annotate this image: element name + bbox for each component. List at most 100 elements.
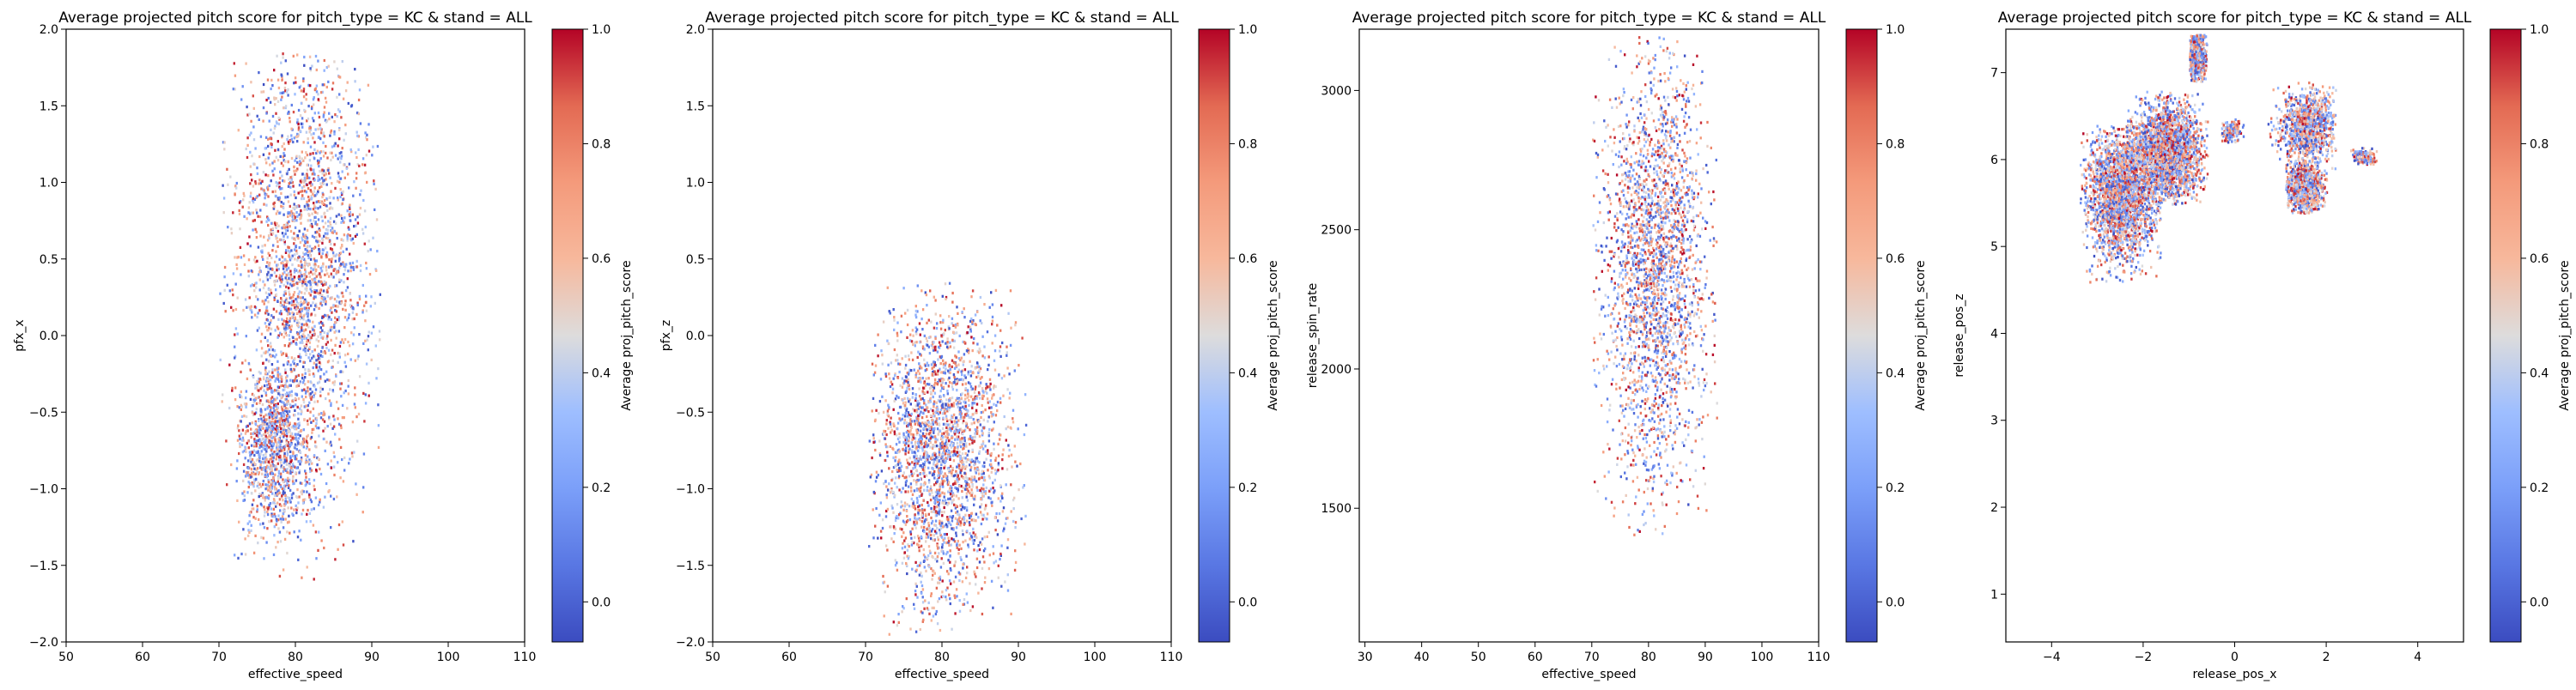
heatmap-cell bbox=[305, 476, 307, 479]
heatmap-cell bbox=[373, 183, 374, 185]
heatmap-cell bbox=[998, 577, 999, 579]
heatmap-cell bbox=[918, 387, 920, 390]
heatmap-cell bbox=[294, 173, 295, 176]
heatmap-cell bbox=[277, 230, 279, 233]
heatmap-cell bbox=[251, 436, 252, 439]
heatmap-cell bbox=[355, 187, 356, 190]
heatmap-cell bbox=[372, 146, 374, 148]
heatmap-cell bbox=[283, 142, 285, 145]
heatmap-cell bbox=[335, 375, 337, 378]
heatmap-cell bbox=[908, 354, 909, 357]
heatmap-cell bbox=[323, 438, 325, 440]
heatmap-cell bbox=[334, 433, 336, 435]
heatmap-cell bbox=[315, 236, 317, 239]
heatmap-cell bbox=[273, 534, 275, 536]
heatmap-cell bbox=[996, 324, 998, 326]
heatmap-cell bbox=[299, 463, 301, 465]
heatmap-cell bbox=[313, 366, 314, 369]
heatmap-cell bbox=[336, 337, 337, 340]
heatmap-cell bbox=[344, 303, 346, 306]
heatmap-cell bbox=[248, 275, 250, 277]
heatmap-cell bbox=[303, 245, 305, 247]
heatmap-cell bbox=[324, 496, 325, 499]
heatmap-cell bbox=[302, 333, 304, 336]
heatmap-cell bbox=[305, 472, 307, 475]
heatmap-cell bbox=[929, 446, 931, 449]
heatmap-cell bbox=[969, 469, 971, 471]
heatmap-cell bbox=[291, 390, 293, 393]
heatmap-cell bbox=[294, 446, 295, 449]
heatmap-cell bbox=[312, 321, 313, 324]
heatmap-cell bbox=[945, 367, 946, 370]
heatmap-cell bbox=[357, 304, 359, 306]
heatmap-cell bbox=[320, 91, 322, 94]
heatmap-cell bbox=[285, 376, 287, 378]
heatmap-cell bbox=[307, 356, 309, 359]
heatmap-cell bbox=[315, 364, 317, 366]
heatmap-cell bbox=[335, 260, 337, 263]
heatmap-cell bbox=[251, 445, 252, 447]
heatmap-cell bbox=[280, 62, 282, 64]
heatmap-cell bbox=[324, 331, 325, 334]
heatmap-cell bbox=[247, 467, 249, 469]
heatmap-cell bbox=[268, 348, 270, 351]
heatmap-cell bbox=[357, 358, 359, 360]
heatmap-cell bbox=[909, 518, 911, 521]
heatmap-cell bbox=[350, 266, 352, 269]
heatmap-cell bbox=[325, 347, 327, 349]
heatmap-cell bbox=[236, 459, 238, 462]
heatmap-cell bbox=[276, 448, 278, 451]
heatmap-cell bbox=[875, 507, 877, 510]
heatmap-cells bbox=[868, 282, 1027, 636]
heatmap-cell bbox=[251, 492, 252, 494]
heatmap-cell bbox=[268, 504, 270, 506]
heatmap-cell bbox=[266, 310, 268, 312]
heatmap-cell bbox=[904, 452, 906, 455]
heatmap-cell bbox=[949, 342, 951, 344]
heatmap-cell bbox=[270, 409, 271, 412]
heatmap-cell bbox=[267, 489, 269, 492]
heatmap-cell bbox=[287, 463, 289, 465]
heatmap-cell bbox=[919, 353, 920, 355]
heatmap-cell bbox=[313, 420, 314, 422]
heatmap-cell bbox=[266, 273, 268, 275]
heatmap-cell bbox=[877, 334, 878, 336]
heatmap-cell bbox=[300, 191, 301, 193]
heatmap-cell bbox=[341, 217, 343, 220]
heatmap-cell bbox=[278, 458, 280, 461]
heatmap-cell bbox=[284, 368, 286, 371]
heatmap-cell bbox=[254, 489, 256, 492]
heatmap-cell bbox=[247, 535, 249, 537]
heatmap-cell bbox=[292, 360, 294, 363]
heatmap-cell bbox=[274, 389, 276, 391]
heatmap-cell bbox=[253, 163, 255, 166]
heatmap-cell bbox=[268, 461, 270, 463]
heatmap-cell bbox=[252, 485, 254, 487]
heatmap-cell bbox=[291, 512, 293, 515]
heatmap-cell bbox=[265, 372, 267, 374]
heatmap-cell bbox=[277, 378, 279, 381]
heatmap-cell bbox=[258, 451, 259, 453]
heatmap-cell bbox=[329, 177, 331, 179]
heatmap-cell bbox=[258, 309, 260, 312]
heatmap-cell bbox=[324, 314, 325, 317]
heatmap-cell bbox=[326, 291, 328, 294]
heatmap-cell bbox=[277, 402, 279, 405]
heatmap-cell bbox=[937, 383, 939, 385]
heatmap-cell bbox=[368, 348, 369, 351]
heatmap-cell bbox=[325, 101, 327, 104]
heatmap-cell bbox=[277, 463, 279, 465]
heatmap-cell bbox=[379, 338, 380, 341]
heatmap-cell bbox=[291, 278, 293, 281]
heatmap-cell bbox=[984, 581, 986, 584]
heatmap-cell bbox=[1005, 439, 1007, 441]
heatmap-cell bbox=[307, 169, 308, 172]
heatmap-cell bbox=[952, 499, 954, 501]
heatmap-cell bbox=[309, 512, 311, 515]
heatmap-cell bbox=[258, 453, 259, 456]
heatmap-cell bbox=[933, 470, 935, 473]
heatmap-cell bbox=[256, 316, 258, 318]
heatmap-cell bbox=[272, 227, 274, 230]
heatmap-cell bbox=[240, 433, 242, 435]
heatmap-cell bbox=[312, 235, 313, 238]
